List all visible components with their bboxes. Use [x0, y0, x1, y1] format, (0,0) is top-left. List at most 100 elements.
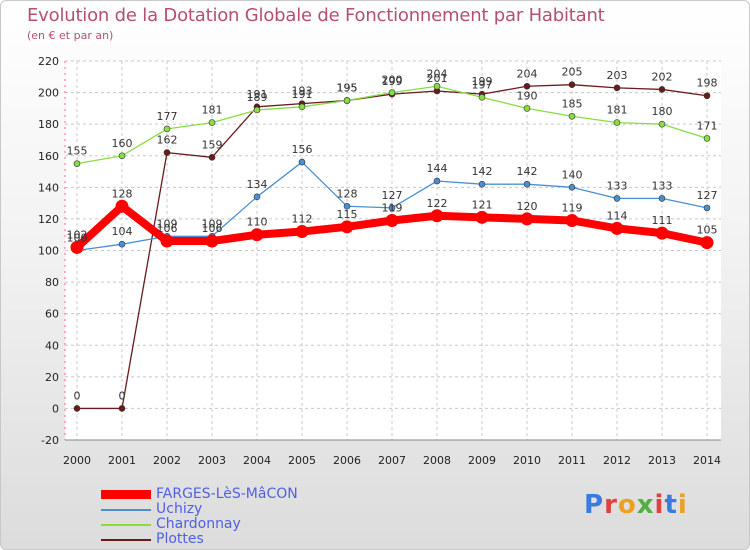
- data-label-1: 100: [67, 232, 88, 245]
- y-tick-label: 140: [38, 181, 59, 194]
- data-point-1: [478, 180, 486, 188]
- data-label-1: 133: [607, 179, 628, 192]
- y-tick-label: 100: [38, 245, 59, 258]
- chart-subtitle: (en € et par an): [27, 29, 114, 42]
- x-tick-label: 2011: [558, 454, 586, 467]
- data-point-2: [208, 119, 216, 126]
- data-label-1: 127: [382, 189, 403, 202]
- x-tick-label: 2005: [288, 454, 316, 467]
- data-point-0: [700, 236, 714, 250]
- data-point-1: [253, 193, 261, 201]
- data-point-2: [343, 97, 351, 104]
- data-point-2: [388, 89, 396, 96]
- data-label-3: 193: [292, 85, 313, 98]
- logo-letter-5: t: [664, 490, 678, 520]
- data-point-3: [118, 405, 126, 412]
- legend-label-chardonnay: Chardonnay: [156, 516, 241, 532]
- data-label-0: 120: [517, 200, 538, 213]
- x-tick-label: 2008: [423, 454, 451, 467]
- data-label-2: 200: [382, 74, 403, 87]
- x-tick-label: 2001: [108, 454, 136, 467]
- data-label-3: 199: [382, 75, 403, 88]
- data-point-2: [73, 160, 81, 167]
- data-point-0: [340, 220, 354, 234]
- data-label-1: 128: [337, 187, 358, 200]
- data-label-1: 109: [202, 217, 223, 230]
- data-label-3: 162: [157, 134, 178, 147]
- data-label-1: 140: [562, 168, 583, 181]
- chart-title: Evolution de la Dotation Globale de Fonc…: [27, 5, 605, 26]
- logo-letter-0: P: [584, 490, 605, 520]
- data-label-2: 181: [202, 104, 223, 117]
- data-label-2: 204: [427, 67, 448, 80]
- data-point-3: [73, 405, 81, 412]
- x-tick-label: 2009: [468, 454, 496, 467]
- data-label-2: 177: [157, 110, 178, 123]
- data-label-3: 202: [652, 70, 673, 83]
- data-label-0: 128: [112, 187, 133, 200]
- legend-swatch-chardonnay: [101, 524, 151, 526]
- data-point-1: [388, 204, 396, 212]
- data-label-2: 181: [607, 104, 628, 117]
- y-tick-label: 80: [45, 276, 59, 289]
- data-label-1: 142: [517, 165, 538, 178]
- data-point-3: [208, 154, 216, 161]
- legend-swatch-uchizy: [101, 509, 151, 511]
- x-tick-label: 2006: [333, 454, 361, 467]
- x-tick-label: 2010: [513, 454, 541, 467]
- data-point-0: [295, 225, 309, 239]
- data-label-2: 190: [517, 89, 538, 102]
- data-label-2: 171: [697, 119, 718, 132]
- data-point-2: [253, 106, 261, 114]
- y-tick-label: 120: [38, 213, 59, 226]
- data-point-2: [658, 120, 666, 128]
- data-point-1: [703, 204, 711, 212]
- data-point-1: [523, 180, 531, 188]
- data-label-3: 204: [517, 67, 538, 80]
- data-point-2: [433, 82, 441, 90]
- data-label-1: 134: [247, 178, 268, 191]
- data-label-2: 195: [337, 81, 358, 94]
- data-label-3: 203: [607, 69, 628, 82]
- data-label-0: 122: [427, 197, 448, 210]
- data-label-0: 112: [292, 213, 313, 226]
- data-label-1: 109: [157, 217, 178, 230]
- x-tick-label: 2002: [153, 454, 181, 467]
- data-label-1: 144: [427, 162, 448, 175]
- data-point-2: [163, 125, 171, 133]
- data-point-1: [343, 202, 351, 210]
- y-tick-label: 60: [45, 308, 59, 321]
- data-point-3: [613, 84, 621, 92]
- data-point-0: [250, 228, 264, 242]
- y-tick-label: -20: [41, 434, 59, 447]
- legend-swatch-plottes: [101, 539, 151, 541]
- data-label-3: 199: [472, 75, 493, 88]
- legend-swatch-farges: [101, 490, 151, 499]
- data-point-2: [478, 94, 486, 101]
- data-label-2: 160: [112, 137, 133, 150]
- logo-letter-2: o: [617, 490, 637, 520]
- data-label-1: 142: [472, 165, 493, 178]
- data-point-2: [298, 103, 306, 111]
- x-tick-label: 2004: [243, 454, 271, 467]
- data-point-0: [610, 221, 624, 235]
- data-point-2: [523, 105, 531, 112]
- data-label-3: 205: [562, 66, 583, 79]
- data-label-0: 121: [472, 198, 493, 211]
- data-label-0: 114: [607, 209, 628, 222]
- data-point-3: [658, 86, 666, 93]
- y-tick-label: 40: [45, 339, 59, 352]
- data-label-0: 110: [247, 216, 268, 229]
- data-label-3: 159: [202, 138, 223, 151]
- y-tick-label: 160: [38, 150, 59, 163]
- data-label-0: 119: [562, 201, 583, 214]
- data-label-2: 155: [67, 145, 88, 158]
- data-label-3: 195: [337, 81, 358, 94]
- data-point-1: [568, 184, 576, 191]
- logo-letter-6: i: [677, 490, 688, 520]
- data-label-0: 111: [652, 214, 673, 227]
- data-point-0: [115, 199, 129, 213]
- data-point-1: [658, 195, 666, 202]
- y-tick-label: 0: [52, 402, 59, 415]
